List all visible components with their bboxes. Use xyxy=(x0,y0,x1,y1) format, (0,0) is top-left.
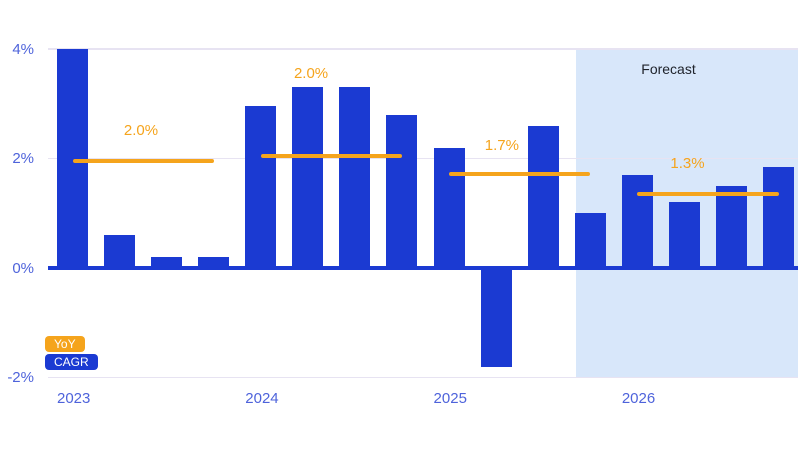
yoy-bar-2026-q1 xyxy=(621,174,653,268)
x-tick-2023: 2023 xyxy=(57,390,91,407)
x-tick-2024: 2024 xyxy=(245,390,279,407)
cagr-line-2025 xyxy=(449,171,591,177)
legend: YoY CAGR xyxy=(45,336,98,370)
cagr-label-2023: 2.0% xyxy=(123,122,159,140)
gridline-2pct xyxy=(48,157,798,160)
yoy-bar-2023-q3 xyxy=(151,257,183,268)
yoy-bar-2025-q1 xyxy=(433,147,465,268)
cagr-line-2026 xyxy=(637,191,779,197)
yoy-bar-2026-q2 xyxy=(668,202,700,268)
yoy-bar-2025-q2 xyxy=(480,268,512,367)
yoy-bar-2024-q1 xyxy=(245,106,277,268)
yoy-bar-2023-q2 xyxy=(104,235,136,268)
yoy-bar-2023-q4 xyxy=(198,257,230,268)
cagr-line-2023 xyxy=(72,158,214,164)
yoy-bar-2023-q1 xyxy=(57,49,88,268)
x-tick-2025: 2025 xyxy=(433,390,467,407)
forecast-label: Forecast xyxy=(641,61,696,77)
yoy-bar-2025-q4 xyxy=(574,213,606,268)
y-tick-2pct: 2% xyxy=(12,150,34,167)
cagr-label-2024: 2.0% xyxy=(293,64,329,82)
cagr-label-2025: 1.7% xyxy=(484,136,519,154)
legend-yoy-badge[interactable]: YoY xyxy=(45,336,85,352)
yoy-bar-2026-q4 xyxy=(763,166,795,268)
yoy-bar-2024-q2 xyxy=(292,87,324,268)
yoy-bar-2026-q3 xyxy=(715,185,747,268)
yoy-bar-2024-q3 xyxy=(339,87,371,268)
gridline--2pct xyxy=(48,376,798,379)
legend-cagr-badge[interactable]: CAGR xyxy=(45,354,98,370)
zero-axis-line xyxy=(48,265,798,270)
y-tick-0pct: 0% xyxy=(12,259,34,277)
cagr-label-2026: 1.3% xyxy=(670,154,705,172)
y-tick--2pct: -2% xyxy=(7,369,34,386)
gridline-4pct xyxy=(48,48,798,50)
y-tick-4pct: 4% xyxy=(12,40,34,58)
x-tick-2026: 2026 xyxy=(621,390,656,407)
cagr-line-2024 xyxy=(260,153,402,158)
yoy-bar-2024-q4 xyxy=(386,114,418,268)
yoy-bar-2025-q3 xyxy=(527,125,559,268)
